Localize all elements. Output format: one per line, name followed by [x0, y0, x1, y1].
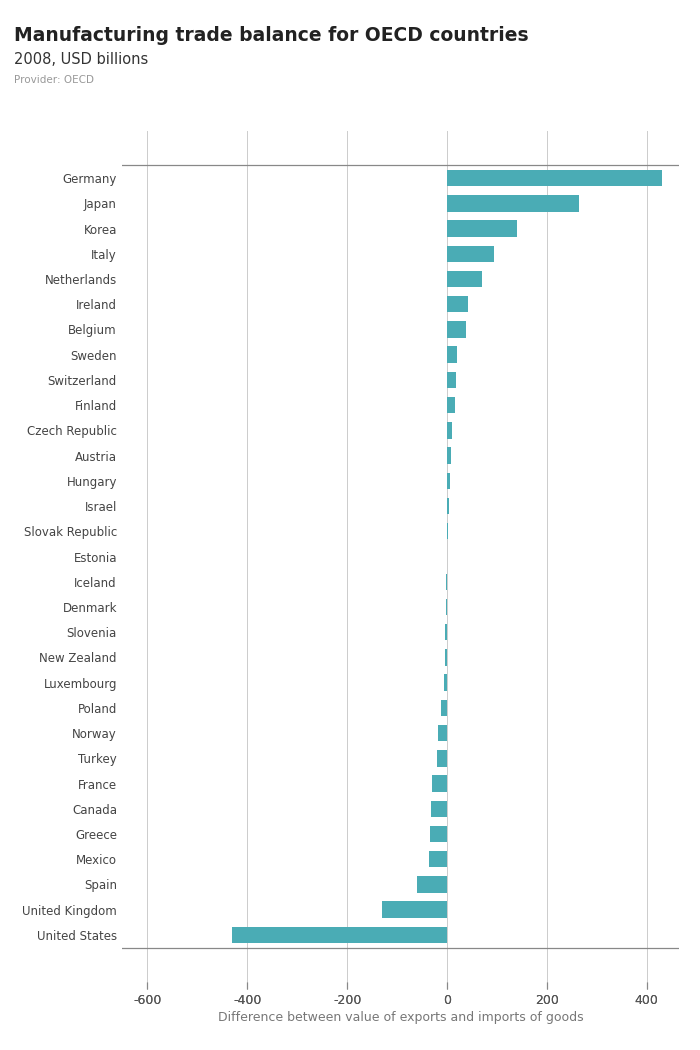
Bar [447, 447, 451, 464]
Bar [437, 750, 447, 766]
Text: Difference between value of exports and imports of goods: Difference between value of exports and … [218, 1011, 584, 1024]
Text: 2008, USD billions: 2008, USD billions [14, 52, 148, 67]
Bar [429, 850, 447, 867]
Bar [447, 220, 517, 236]
Bar [447, 246, 494, 262]
Bar [431, 800, 447, 817]
Bar [445, 649, 447, 666]
Bar [447, 296, 468, 313]
Bar [447, 346, 457, 363]
Bar [447, 372, 456, 388]
Bar [432, 775, 447, 792]
Bar [447, 523, 449, 540]
Bar [446, 598, 447, 615]
Text: Provider: OECD: Provider: OECD [14, 75, 94, 85]
Bar [447, 397, 456, 414]
Text: Manufacturing trade balance for OECD countries: Manufacturing trade balance for OECD cou… [14, 26, 528, 45]
Bar [430, 825, 447, 842]
Bar [447, 422, 452, 439]
Bar [438, 724, 447, 741]
Bar [447, 498, 449, 514]
Text: figure.nz: figure.nz [580, 17, 664, 34]
Bar [232, 927, 447, 943]
Bar [445, 624, 447, 640]
Bar [447, 321, 466, 338]
Bar [447, 472, 450, 489]
Bar [444, 674, 447, 691]
Bar [382, 902, 447, 918]
Bar [447, 170, 662, 186]
Bar [447, 195, 579, 211]
Bar [441, 699, 447, 716]
Bar [417, 877, 447, 892]
Bar [447, 271, 482, 288]
